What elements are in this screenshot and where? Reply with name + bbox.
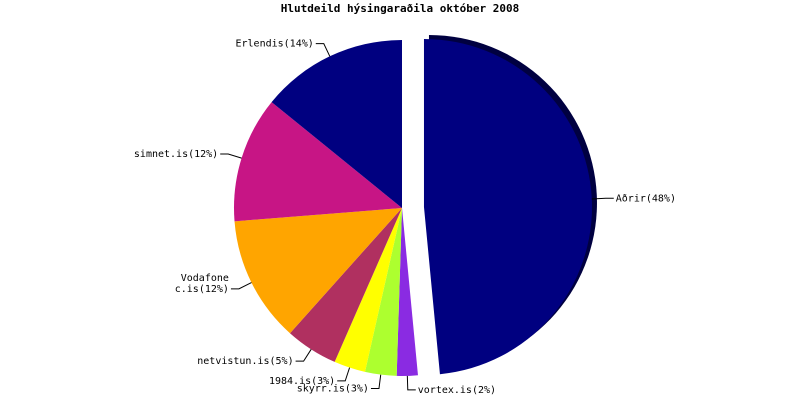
leader-line	[591, 197, 614, 200]
slice-label: simnet.is(12%)	[134, 149, 218, 160]
leader-line	[337, 367, 351, 382]
leader-line	[230, 282, 252, 290]
slice-label: skyrr.is(3%)	[297, 384, 369, 395]
slice-label: netvistun.is(5%)	[197, 356, 293, 367]
leader-line	[315, 43, 331, 57]
slice-label: 1984.is(3%)	[269, 376, 335, 387]
leader-line	[406, 375, 416, 391]
leader-line	[295, 349, 312, 362]
slice	[289, 208, 402, 362]
slice	[271, 40, 402, 208]
slice-label: Erlendis(14%)	[235, 39, 313, 50]
slice	[334, 208, 402, 372]
leader-line	[370, 374, 382, 390]
slice	[423, 38, 592, 375]
slice	[364, 208, 402, 376]
slice	[396, 208, 418, 376]
slice	[233, 102, 402, 222]
slice	[234, 208, 402, 334]
slice-label: Aðrir(48%)	[616, 193, 676, 204]
leader-line	[220, 153, 242, 159]
chart-title: Hlutdeild hýsingaraðila október 2008	[281, 2, 519, 15]
slice-label: vortex.is(2%)	[418, 385, 496, 396]
slice-label: Vodafone c.is(12%)	[175, 273, 229, 295]
